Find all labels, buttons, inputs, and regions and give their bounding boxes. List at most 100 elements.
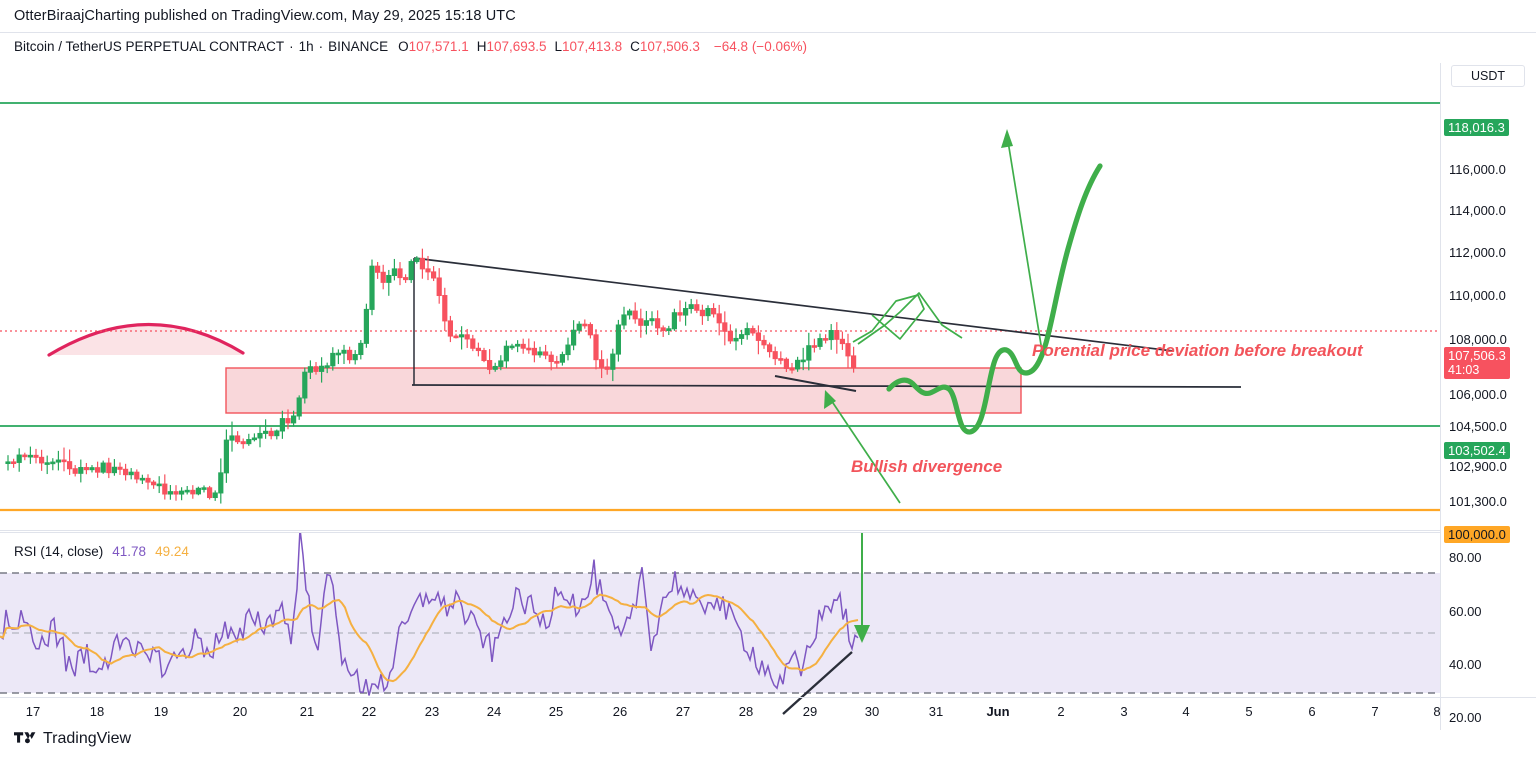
- candle-body: [615, 324, 621, 355]
- breakdown-trendline[interactable]: [774, 375, 857, 392]
- candle-body: [117, 466, 123, 470]
- price-pane[interactable]: [0, 63, 1440, 530]
- rsi-divergence-trendline[interactable]: [782, 651, 853, 715]
- change-value: −64.8 (−0.06%): [713, 39, 807, 54]
- currency-unit-badge[interactable]: USDT: [1451, 65, 1525, 87]
- candle-body: [520, 343, 526, 349]
- candle-body: [599, 359, 605, 368]
- candle-body: [39, 456, 45, 464]
- candle-body: [134, 471, 140, 480]
- triangle-upper-trendline[interactable]: [413, 257, 1174, 352]
- candle-body: [487, 360, 493, 370]
- legend-dot-2: ·: [318, 39, 324, 54]
- interval-label[interactable]: 1h: [298, 39, 314, 54]
- annotation-deviation: Porential price deviation before breakou…: [1032, 341, 1363, 360]
- time-label: 19: [153, 704, 169, 719]
- candle-body: [229, 435, 235, 441]
- candle-body: [358, 342, 364, 356]
- candle-body: [279, 418, 285, 432]
- time-label: 28: [738, 704, 754, 719]
- divergence-arrow-shaft-upper: [828, 396, 901, 504]
- candle-body: [666, 328, 672, 331]
- candle-body: [800, 359, 806, 363]
- rsi-tick: 20.00: [1449, 710, 1482, 725]
- tradingview-brand[interactable]: TradingView: [14, 730, 131, 748]
- candle-body: [643, 320, 649, 326]
- price-tick: 102,900.0: [1449, 459, 1507, 474]
- time-label: 2: [1057, 704, 1065, 719]
- exchange-label[interactable]: BINANCE: [328, 39, 389, 54]
- target-price-tag[interactable]: 118,016.3: [1444, 119, 1509, 136]
- time-label: 7: [1371, 704, 1379, 719]
- candle-body: [173, 491, 179, 495]
- candle-body: [145, 477, 151, 483]
- candle-body: [565, 344, 571, 356]
- price-chart-svg: [0, 102, 1440, 512]
- candle-body: [268, 430, 274, 437]
- candle-body: [89, 467, 95, 471]
- candle-body: [744, 328, 750, 336]
- candle-body: [839, 338, 845, 345]
- price-tick: 104,500.0: [1449, 419, 1507, 434]
- candle-body: [767, 344, 773, 353]
- candle-body: [22, 454, 28, 458]
- candle-body: [223, 439, 230, 474]
- candle-body: [285, 418, 291, 424]
- price-axis[interactable]: USDT 116,000.0 114,000.0 112,000.0 110,000.…: [1440, 63, 1536, 730]
- candle-body: [313, 366, 319, 372]
- rsi-pane[interactable]: RSI (14, close) 41.78 49.24: [0, 532, 1440, 730]
- legend-dot-1: ·: [289, 39, 294, 54]
- candle-body: [509, 345, 515, 349]
- candle-body: [789, 367, 795, 371]
- candle-body: [218, 472, 224, 494]
- high-key: H: [476, 39, 487, 54]
- symbol-legend[interactable]: Bitcoin / TetherUS PERPETUAL CONTRACT · …: [14, 39, 807, 54]
- candle-body: [593, 334, 599, 361]
- time-label: 25: [548, 704, 564, 719]
- round-level-tag[interactable]: 100,000.0: [1444, 526, 1510, 543]
- time-label: 6: [1308, 704, 1316, 719]
- candlestick-series: [5, 248, 857, 504]
- support-price-tag[interactable]: 103,502.4: [1444, 442, 1510, 459]
- close-key: C: [630, 39, 640, 54]
- low-value: 107,413.8: [562, 39, 623, 54]
- target-arrow-head: [1001, 129, 1013, 148]
- candle-body: [515, 343, 521, 347]
- symbol-name[interactable]: Bitcoin / TetherUS PERPETUAL CONTRACT: [14, 39, 285, 54]
- tradingview-brand-label: TradingView: [43, 730, 132, 747]
- time-label: 30: [864, 704, 880, 719]
- candle-body: [604, 366, 610, 370]
- candle-body: [543, 351, 549, 356]
- candle-body: [16, 454, 22, 463]
- candle-body: [537, 351, 543, 356]
- rsi-legend[interactable]: RSI (14, close) 41.78 49.24: [14, 544, 189, 559]
- last-price-tag[interactable]: 107,506.3 41:03: [1444, 347, 1510, 379]
- candle-body: [156, 483, 162, 487]
- pane-divider: [0, 530, 1440, 531]
- candle-body: [397, 268, 403, 279]
- candle-body: [795, 359, 801, 370]
- candle-body: [453, 335, 459, 339]
- price-tick: 106,000.0: [1449, 387, 1507, 402]
- time-label: 21: [299, 704, 315, 719]
- time-axis[interactable]: 17 18 19 20 21 22 23 24 25 26 27 28 29 30 31 Jun 2 3 4 5 6 7 8: [0, 697, 1536, 727]
- candle-body: [683, 308, 689, 316]
- candle-body: [162, 483, 168, 495]
- candle-body: [470, 338, 476, 349]
- candle-body: [78, 467, 84, 474]
- time-label: 5: [1245, 704, 1253, 719]
- projection-zigzag-2: [857, 292, 963, 345]
- candle-body: [576, 323, 582, 331]
- price-tick: 114,000.0: [1449, 203, 1506, 218]
- candle-body: [330, 352, 336, 367]
- candle-body: [711, 307, 717, 315]
- candle-body: [335, 352, 341, 356]
- published-text: OtterBiraajCharting published on Trading…: [14, 8, 516, 24]
- candle-body: [481, 350, 487, 362]
- price-tick: 108,000.0: [1449, 332, 1507, 347]
- time-label: 3: [1120, 704, 1128, 719]
- candle-body: [722, 322, 728, 332]
- candle-body: [235, 435, 241, 443]
- candle-body: [671, 312, 677, 330]
